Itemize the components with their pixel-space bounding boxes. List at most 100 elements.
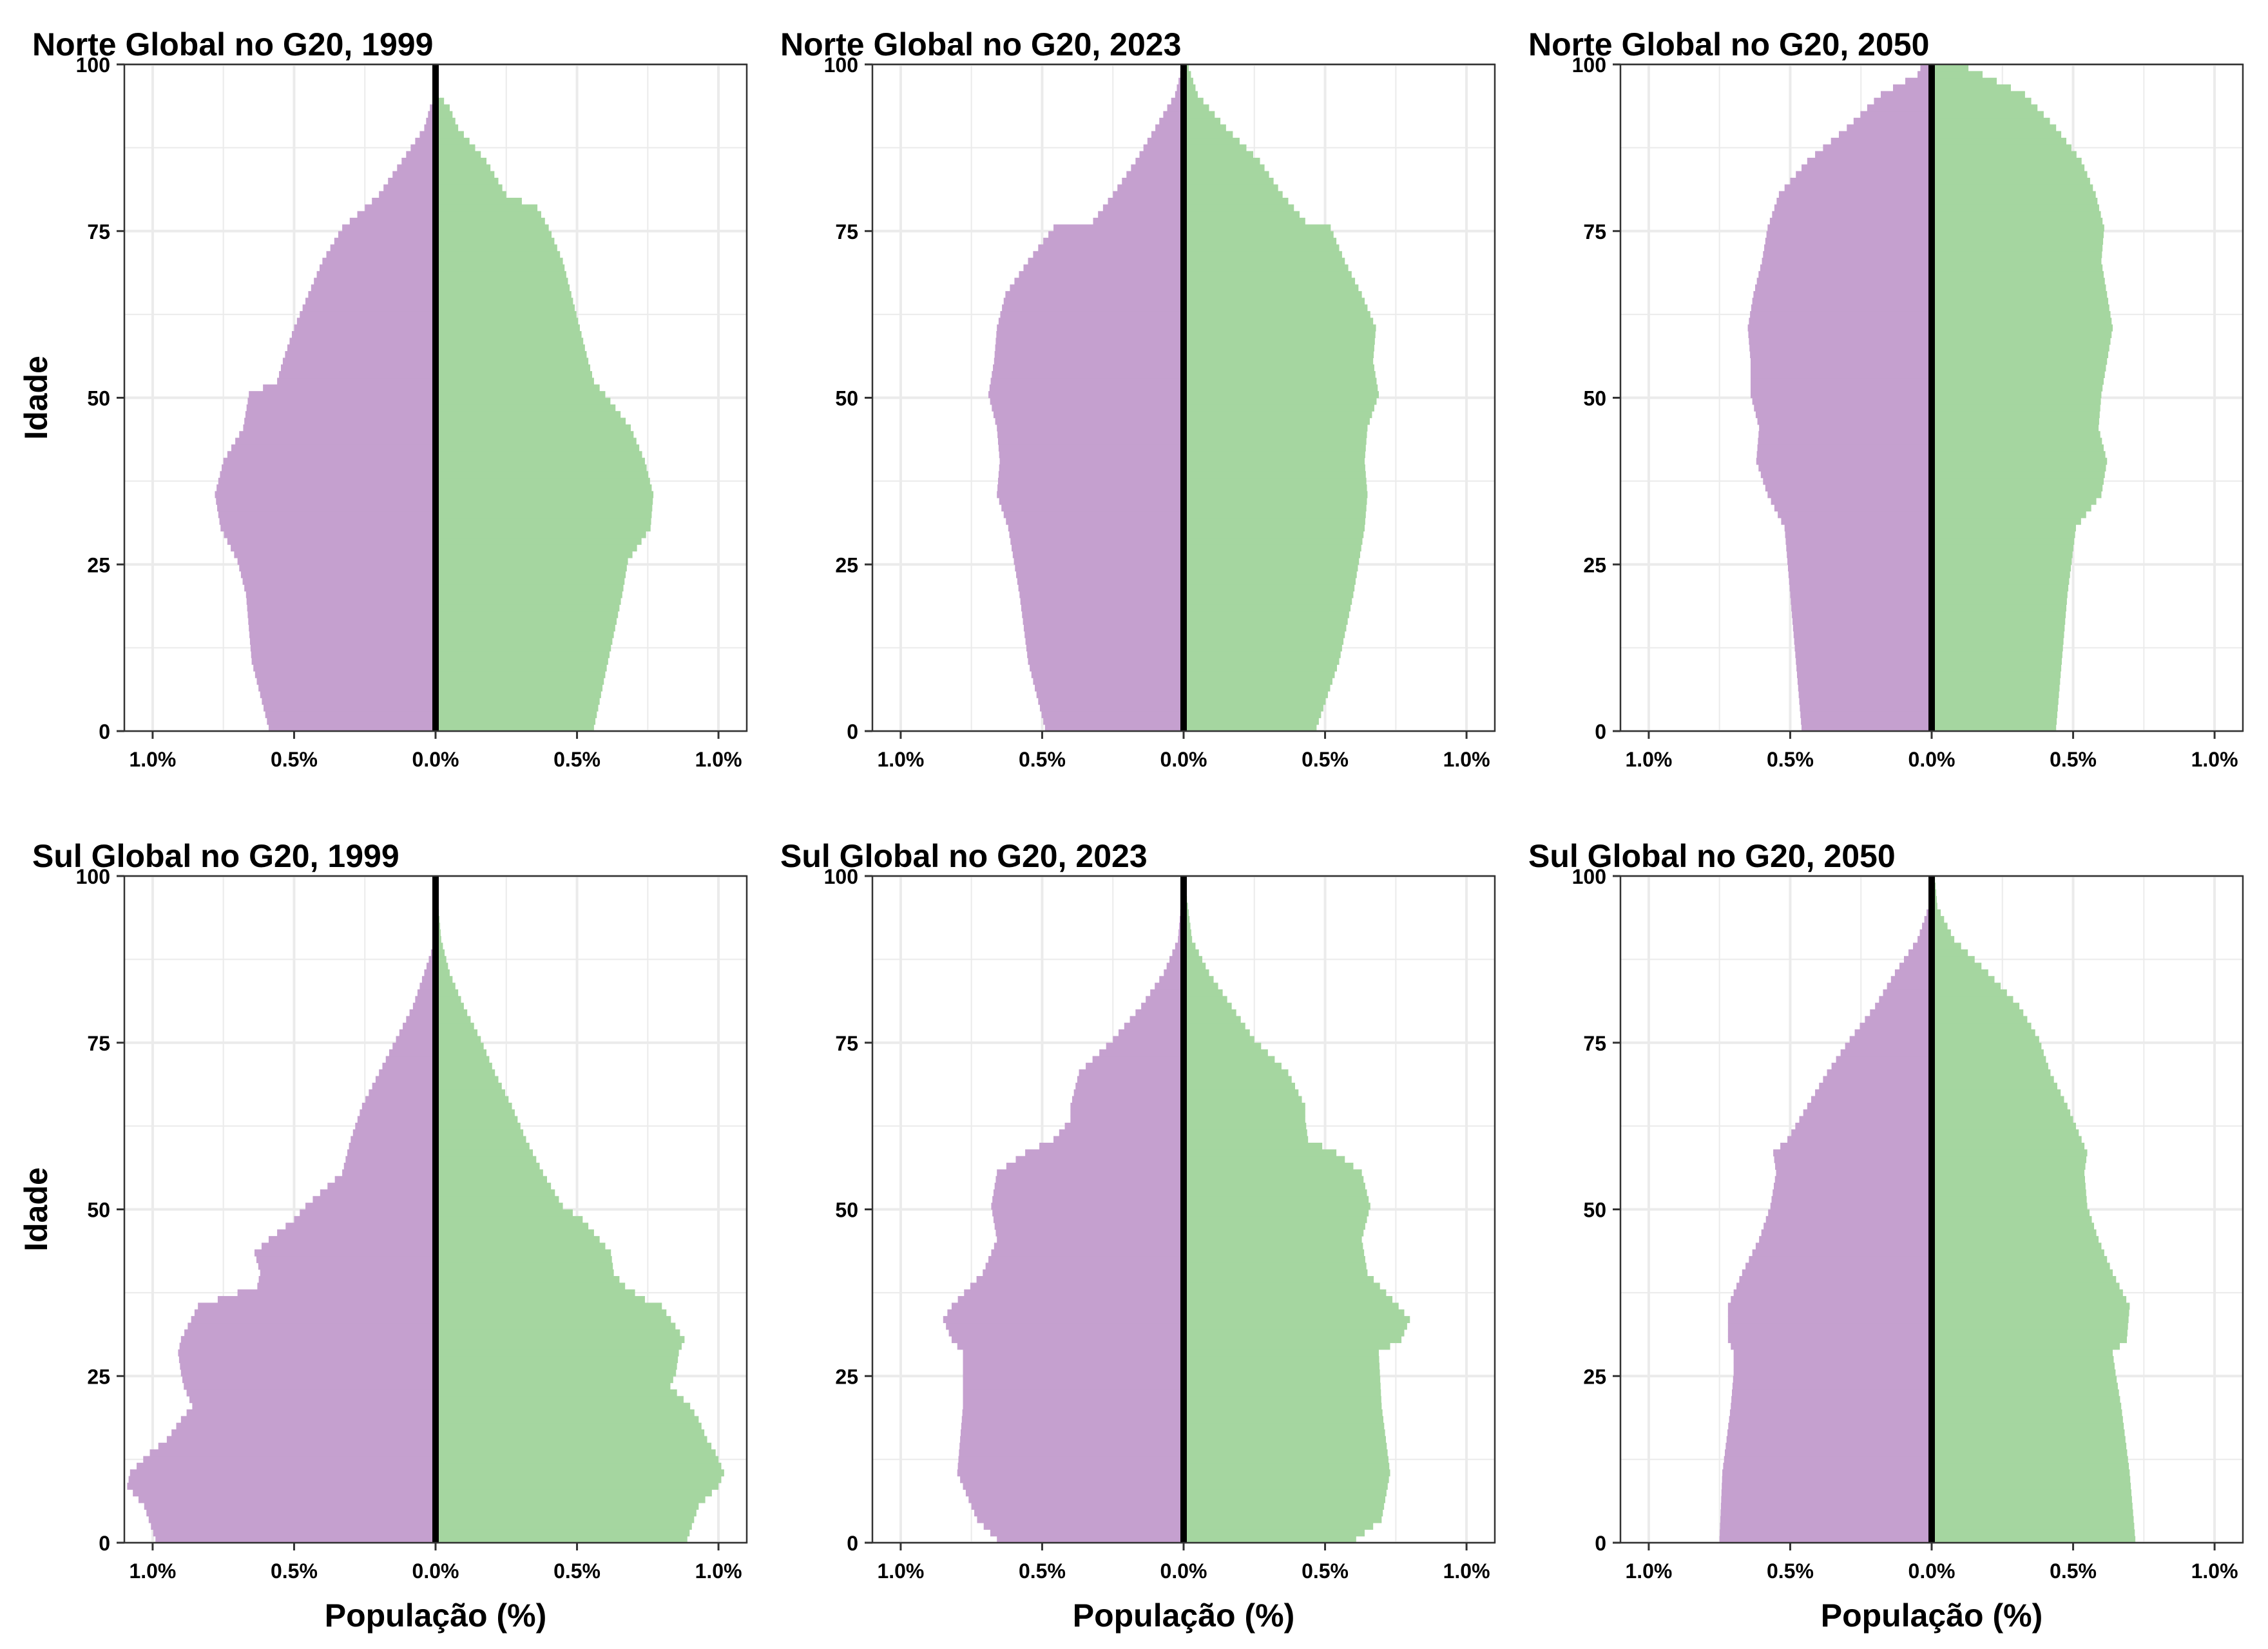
bar-right-age-46 xyxy=(436,1229,594,1237)
bar-right-age-5 xyxy=(436,691,601,698)
bar-left-age-0 xyxy=(1719,1536,1932,1543)
bar-left-age-72 xyxy=(1836,1056,1932,1063)
bar-right-age-8 xyxy=(1932,1482,2131,1490)
bar-right-age-94 xyxy=(436,97,445,105)
bar-left-age-64 xyxy=(1752,298,1932,305)
x-tick-label: 0.0% xyxy=(412,1559,459,1583)
bar-left-age-5 xyxy=(971,1502,1184,1510)
bar-right-age-88 xyxy=(1932,949,1968,957)
x-tick-label: 0.0% xyxy=(1160,748,1207,771)
bar-right-age-12 xyxy=(1184,644,1342,652)
bar-left-age-51 xyxy=(992,1196,1184,1203)
bar-right-age-16 xyxy=(436,618,617,625)
bar-right-age-90 xyxy=(1932,124,2057,132)
bar-left-age-77 xyxy=(403,1022,436,1030)
bar-right-age-37 xyxy=(1184,477,1367,485)
bar-left-age-51 xyxy=(1771,1196,1932,1203)
panel-title: Norte Global no G20, 1999 xyxy=(32,26,433,62)
bar-right-age-16 xyxy=(1932,618,2066,625)
bar-left-age-20 xyxy=(1731,1402,1932,1410)
bar-left-age-65 xyxy=(1807,1102,1932,1110)
bar-right-age-52 xyxy=(1932,377,2104,385)
bar-left-age-84 xyxy=(421,976,436,984)
bar-left-age-59 xyxy=(1780,1143,1932,1150)
x-tick-label: 0.5% xyxy=(271,1559,318,1583)
bar-right-age-69 xyxy=(436,1076,499,1083)
bar-right-age-48 xyxy=(436,1215,583,1223)
bar-right-age-28 xyxy=(436,1349,679,1357)
bar-right-age-64 xyxy=(1932,1109,2071,1117)
bar-right-age-90 xyxy=(1184,936,1193,944)
bar-right-age-85 xyxy=(1932,157,2082,165)
bar-left-age-55 xyxy=(1776,1169,1932,1177)
x-tick-label: 1.0% xyxy=(2191,1559,2238,1583)
bar-right-age-4 xyxy=(1184,1509,1383,1517)
bar-left-age-62 xyxy=(300,310,436,318)
bar-right-age-82 xyxy=(1932,989,2007,996)
bar-left-age-13 xyxy=(149,1449,436,1457)
bar-right-age-21 xyxy=(1932,584,2069,592)
bar-right-age-44 xyxy=(436,1243,606,1250)
bar-right-age-55 xyxy=(1932,1169,2085,1177)
bar-left-age-72 xyxy=(1092,1056,1184,1063)
bar-right-age-47 xyxy=(1932,411,2100,419)
bar-right-age-29 xyxy=(436,1342,682,1350)
bar-left-age-57 xyxy=(995,344,1184,352)
y-tick-label: 100 xyxy=(1572,865,1606,888)
bar-left-age-0 xyxy=(1044,724,1184,732)
bar-left-age-50 xyxy=(1750,391,1932,399)
bar-left-age-16 xyxy=(1792,618,1932,625)
bar-right-age-39 xyxy=(1184,1276,1374,1283)
bar-left-age-28 xyxy=(1785,537,1932,545)
pyramid-panel-1: 0 25 50 75 100 1.0% 0.5% 0.0% 0.5% 1.0% Norte Glob… xyxy=(18,26,748,771)
bar-left-age-45 xyxy=(1759,424,1932,432)
y-tick-label: 50 xyxy=(87,1199,110,1222)
bar-left-age-72 xyxy=(1038,244,1184,252)
bar-right-age-93 xyxy=(436,104,450,112)
bar-left-age-84 xyxy=(1159,976,1184,984)
bar-left-age-34 xyxy=(216,497,436,505)
bar-left-age-15 xyxy=(1726,1436,1932,1444)
bar-right-age-67 xyxy=(1184,278,1356,285)
bar-right-age-18 xyxy=(1184,1416,1383,1424)
bar-right-age-9 xyxy=(436,1476,722,1483)
bar-right-age-49 xyxy=(1932,1209,2090,1217)
bar-left-age-73 xyxy=(334,238,436,245)
bar-right-age-1 xyxy=(1184,718,1319,725)
bar-left-age-93 xyxy=(1867,104,1932,112)
bar-left-age-10 xyxy=(957,1469,1184,1477)
bar-right-age-50 xyxy=(436,391,606,399)
bar-left-age-1 xyxy=(990,1529,1184,1537)
x-tick-label: 1.0% xyxy=(877,748,924,771)
bar-right-age-13 xyxy=(1184,1449,1388,1457)
bar-left-age-33 xyxy=(943,1316,1184,1324)
bar-left-age-71 xyxy=(326,251,436,258)
bar-left-age-1 xyxy=(153,1529,436,1537)
pyramid-panel-6: 0 25 50 75 100 1.0% 0.5% 0.0% 0.5% 1.0% Sul Global… xyxy=(1528,838,2244,1634)
bar-right-age-81 xyxy=(1184,996,1227,1004)
bar-left-age-70 xyxy=(1028,258,1184,265)
bar-left-age-47 xyxy=(993,411,1184,419)
bar-right-age-35 xyxy=(1932,491,2102,499)
bar-left-age-26 xyxy=(963,1362,1184,1370)
bar-right-age-59 xyxy=(436,1143,530,1150)
bar-right-age-32 xyxy=(1932,1322,2128,1330)
bar-right-age-72 xyxy=(436,1056,490,1063)
bar-left-age-42 xyxy=(231,444,436,452)
bar-left-age-61 xyxy=(1791,1129,1932,1137)
x-tick-label: 0.5% xyxy=(1302,1559,1349,1583)
bar-right-age-49 xyxy=(436,397,611,405)
bar-left-age-32 xyxy=(1003,511,1184,519)
bar-left-age-84 xyxy=(1890,976,1932,984)
bar-right-age-75 xyxy=(436,1036,481,1044)
bar-left-age-73 xyxy=(1043,238,1184,245)
bar-left-age-28 xyxy=(1010,537,1184,545)
bar-right-age-46 xyxy=(1184,417,1370,425)
bar-left-age-39 xyxy=(222,464,436,472)
bar-right-age-22 xyxy=(436,1389,677,1396)
bar-left-age-40 xyxy=(1756,457,1932,465)
bar-left-age-37 xyxy=(964,1289,1184,1297)
bar-right-age-85 xyxy=(1932,969,1988,977)
bar-left-age-87 xyxy=(410,144,436,152)
bar-left-age-56 xyxy=(994,351,1184,358)
